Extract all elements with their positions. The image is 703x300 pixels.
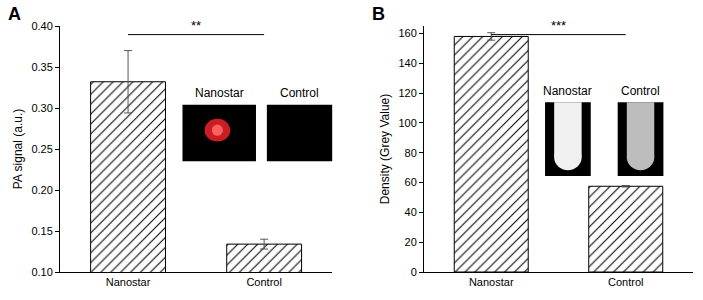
svg-text:B: B bbox=[372, 4, 385, 24]
svg-text:100: 100 bbox=[398, 117, 416, 129]
svg-text:120: 120 bbox=[398, 87, 416, 99]
svg-text:PA signal (a.u.): PA signal (a.u.) bbox=[11, 109, 25, 189]
svg-text:Control: Control bbox=[246, 276, 281, 288]
svg-text:Control: Control bbox=[608, 276, 643, 288]
svg-text:80: 80 bbox=[405, 147, 417, 159]
svg-text:Control: Control bbox=[280, 86, 319, 100]
svg-text:60: 60 bbox=[405, 176, 417, 188]
svg-text:20: 20 bbox=[405, 236, 417, 248]
svg-text:0.15: 0.15 bbox=[31, 225, 52, 237]
svg-text:160: 160 bbox=[398, 27, 416, 39]
svg-text:0.35: 0.35 bbox=[31, 61, 52, 73]
svg-text:Nanostar: Nanostar bbox=[469, 276, 514, 288]
svg-text:Nanostar: Nanostar bbox=[106, 276, 151, 288]
svg-text:0.20: 0.20 bbox=[31, 184, 52, 196]
svg-text:0.40: 0.40 bbox=[31, 20, 52, 32]
svg-text:Nanostar: Nanostar bbox=[543, 84, 592, 98]
svg-text:140: 140 bbox=[398, 57, 416, 69]
svg-text:0.25: 0.25 bbox=[31, 143, 52, 155]
svg-text:40: 40 bbox=[405, 206, 417, 218]
svg-text:A: A bbox=[8, 4, 21, 24]
svg-text:0: 0 bbox=[411, 266, 417, 278]
svg-text:Control: Control bbox=[621, 84, 660, 98]
svg-text:Density (Grey Value): Density (Grey Value) bbox=[378, 94, 392, 204]
svg-text:**: ** bbox=[191, 18, 201, 33]
svg-text:0.30: 0.30 bbox=[31, 102, 52, 114]
svg-text:***: *** bbox=[551, 18, 566, 33]
svg-text:Nanostar: Nanostar bbox=[195, 86, 244, 100]
svg-text:0.10: 0.10 bbox=[31, 266, 52, 278]
